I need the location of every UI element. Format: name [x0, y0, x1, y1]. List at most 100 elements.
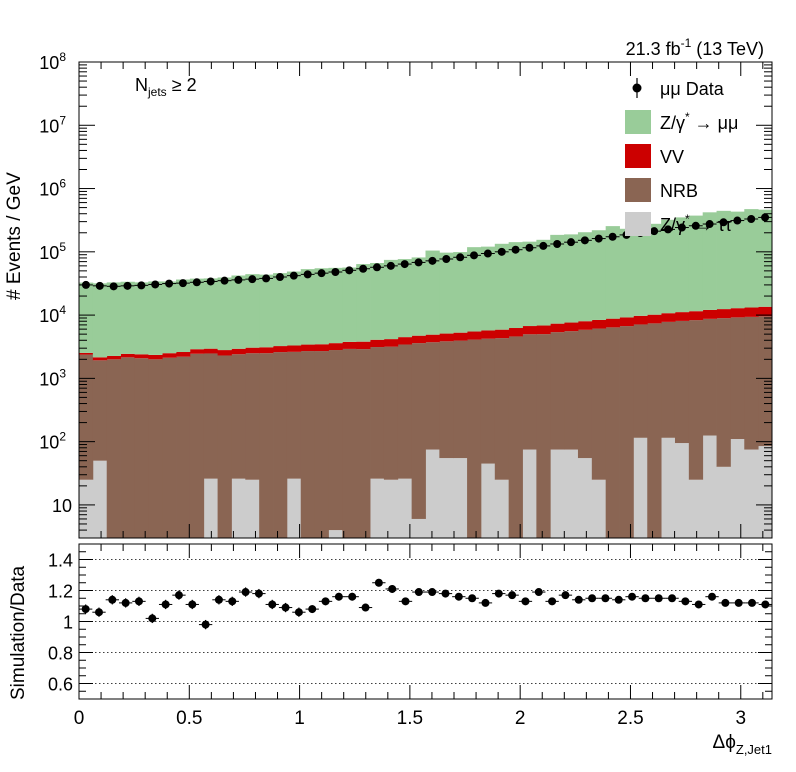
- bar-ztt: [550, 449, 565, 538]
- ratio-point: [388, 584, 397, 593]
- ratio-point: [641, 594, 650, 603]
- bar-zmm: [356, 264, 371, 342]
- data-point: [497, 247, 506, 256]
- ratio-point: [214, 595, 223, 604]
- bar-ztt: [92, 460, 108, 538]
- bar-zmm: [480, 246, 496, 331]
- bar-zmm: [633, 224, 648, 316]
- bar-ztt: [716, 466, 731, 538]
- y-tick-label: 106: [39, 177, 66, 200]
- ratio-y-tick-label: 0.6: [48, 675, 73, 695]
- series-zmm: [79, 209, 773, 358]
- bar-vv: [453, 332, 468, 341]
- ratio-point: [561, 591, 570, 600]
- x-ticks: 0 0.5 1 1.5 2 2.5 3: [74, 544, 764, 729]
- legend-label-vv: VV: [660, 147, 684, 167]
- ratio-point: [454, 592, 463, 601]
- series-ztt: [79, 435, 773, 538]
- ratio-point: [574, 595, 583, 604]
- bar-vv: [744, 307, 759, 317]
- ratio-y-tick-label: 1: [63, 613, 73, 633]
- bar-nrb: [522, 334, 537, 450]
- bar-nrb: [494, 338, 510, 480]
- bar-vv: [702, 309, 717, 319]
- bar-zmm: [467, 247, 482, 332]
- data-point: [705, 220, 714, 229]
- x-tick-label: 1: [294, 708, 305, 729]
- bar-nrb: [273, 352, 288, 538]
- bar-nrb: [564, 331, 579, 450]
- data-point: [428, 256, 437, 265]
- data-point: [206, 277, 215, 286]
- bar-vv: [397, 337, 413, 345]
- bar-nrb: [162, 357, 177, 538]
- ratio-y-ticks: 0.6 0.8 1 1.2 1.4: [48, 543, 772, 700]
- bar-vv: [273, 346, 288, 353]
- ratio-point: [428, 588, 437, 597]
- data-point: [386, 261, 395, 270]
- bar-nrb: [744, 316, 759, 450]
- bar-nrb: [79, 354, 94, 480]
- ratio-point: [601, 594, 610, 603]
- bar-vv: [661, 313, 676, 322]
- ratio-point: [694, 600, 703, 609]
- ratio-point: [468, 594, 477, 603]
- bar-ztt: [79, 479, 94, 538]
- series-nrb: [79, 316, 773, 538]
- data-point: [234, 275, 243, 284]
- x-tick-label: 0: [74, 708, 85, 729]
- bar-zmm: [217, 277, 232, 351]
- x-tick-label: 2: [515, 708, 526, 729]
- ratio-point: [614, 595, 623, 604]
- bar-nrb: [619, 326, 634, 538]
- bar-vv: [633, 315, 648, 325]
- ratio-point: [628, 592, 637, 601]
- bar-vv: [120, 353, 135, 358]
- data-point: [262, 274, 271, 283]
- data-point: [192, 278, 201, 287]
- bar-zmm: [106, 282, 121, 356]
- legend-label-data: μμ Data: [660, 79, 725, 99]
- ratio-points: [79, 578, 772, 630]
- ratio-point: [241, 588, 250, 597]
- bar-nrb: [148, 359, 163, 538]
- bar-zmm: [397, 259, 413, 338]
- legend-swatch-nrb: [625, 178, 651, 202]
- bar-nrb: [591, 328, 607, 480]
- bar-nrb: [633, 324, 648, 438]
- ratio-point: [148, 614, 157, 623]
- data-point: [165, 279, 174, 288]
- bar-zmm: [577, 232, 593, 322]
- bar-zmm: [370, 263, 385, 340]
- ratio-point: [228, 597, 237, 606]
- top-frame: [78, 61, 773, 539]
- ratio-point: [361, 603, 370, 612]
- bar-zmm: [702, 212, 717, 310]
- bar-vv: [383, 339, 399, 347]
- y-tick-label: 105: [39, 240, 66, 263]
- y-tick-label: 104: [39, 303, 66, 326]
- bar-zmm: [411, 257, 426, 336]
- ratio-point: [174, 591, 183, 600]
- legend-marker-data: [632, 83, 642, 93]
- x-tick-label: 3: [735, 708, 746, 729]
- data-point: [331, 267, 340, 276]
- ratio-point: [94, 608, 103, 617]
- legend-label-ztt: Z/γ* → ττ: [660, 212, 732, 235]
- bar-nrb: [467, 339, 482, 538]
- top-panel: 10 102 103 104 105 106 107 108 # Events / GeV 2…: [4, 36, 773, 539]
- bar-vv: [217, 350, 232, 356]
- data-point: [345, 266, 354, 275]
- ratio-panel: 0.6 0.8 1 1.2 1.4 0 0.5 1 1.5 2 2.5 3 Simulation/D…: [8, 543, 773, 757]
- bar-nrb: [189, 353, 205, 538]
- ratio-gridlines: [79, 559, 772, 684]
- bar-ztt: [577, 458, 593, 538]
- bar-ztt: [702, 435, 717, 538]
- data-point: [525, 243, 534, 252]
- ratio-point: [308, 605, 317, 614]
- bar-ztt: [397, 478, 413, 538]
- bar-vv: [577, 321, 593, 330]
- bar-zmm: [189, 278, 205, 350]
- bar-ztt: [245, 479, 260, 538]
- bar-vv: [425, 334, 440, 343]
